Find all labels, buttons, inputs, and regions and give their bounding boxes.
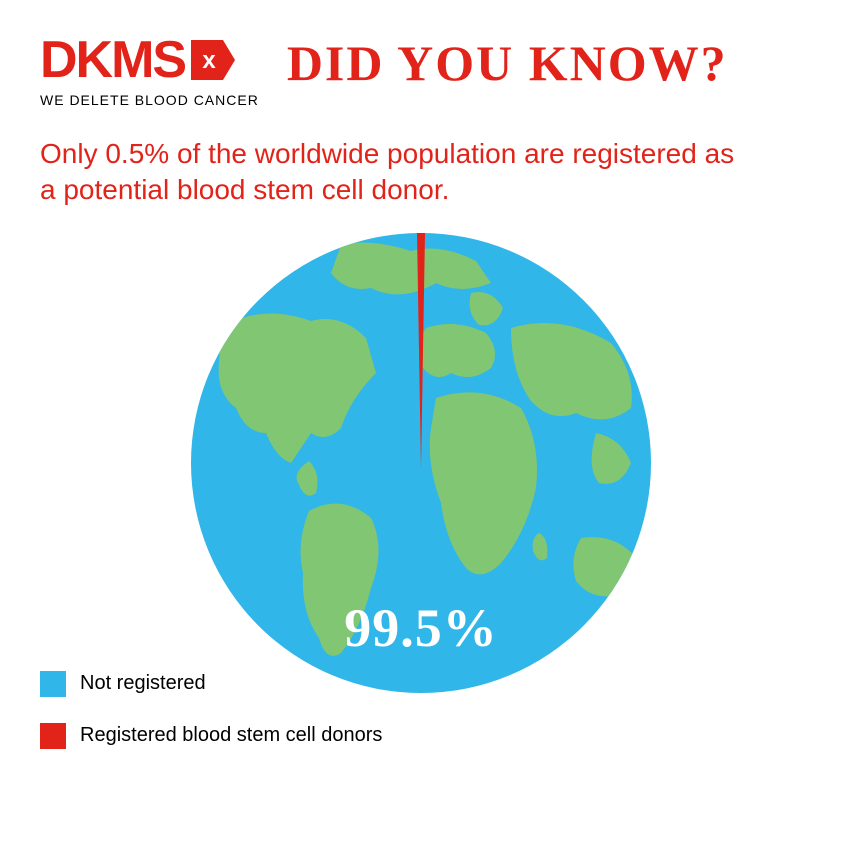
- pie-center-label: 99.5%: [344, 597, 498, 659]
- chart-area: 99.5% Not registered Registered blood st…: [0, 209, 842, 769]
- brand-tagline: WE DELETE BLOOD CANCER: [40, 92, 259, 108]
- globe-icon: 99.5%: [191, 233, 651, 693]
- brand-logo-row: DKMS x: [40, 34, 259, 86]
- svg-text:x: x: [202, 47, 216, 74]
- legend-swatch: [40, 723, 66, 749]
- legend-item-not-registered: Not registered: [40, 671, 382, 697]
- header: DKMS x WE DELETE BLOOD CANCER DID YOU KN…: [0, 0, 842, 108]
- pie-chart: 99.5%: [191, 233, 651, 693]
- brand-badge-icon: x: [191, 40, 235, 80]
- legend-item-registered: Registered blood stem cell donors: [40, 723, 382, 749]
- legend: Not registered Registered blood stem cel…: [40, 671, 382, 749]
- subtitle: Only 0.5% of the worldwide population ar…: [0, 108, 780, 209]
- legend-label: Not registered: [80, 672, 206, 695]
- headline: DID YOU KNOW?: [287, 34, 728, 88]
- legend-label: Registered blood stem cell donors: [80, 724, 382, 747]
- brand-logo: DKMS x WE DELETE BLOOD CANCER: [40, 34, 259, 108]
- legend-swatch: [40, 671, 66, 697]
- brand-name: DKMS: [40, 34, 185, 86]
